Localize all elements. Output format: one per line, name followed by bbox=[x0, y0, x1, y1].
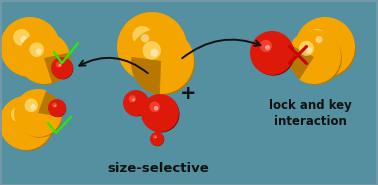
Circle shape bbox=[265, 45, 270, 50]
Circle shape bbox=[299, 41, 314, 56]
Circle shape bbox=[308, 29, 325, 46]
Circle shape bbox=[48, 99, 66, 117]
Circle shape bbox=[131, 31, 195, 95]
Circle shape bbox=[305, 47, 312, 53]
Circle shape bbox=[20, 36, 28, 43]
Text: +: + bbox=[180, 83, 196, 102]
Circle shape bbox=[25, 99, 38, 112]
Circle shape bbox=[298, 20, 356, 78]
Circle shape bbox=[52, 58, 73, 79]
Wedge shape bbox=[18, 32, 70, 84]
Circle shape bbox=[17, 113, 24, 120]
Circle shape bbox=[124, 91, 149, 116]
Wedge shape bbox=[14, 89, 62, 137]
Circle shape bbox=[3, 20, 61, 78]
Circle shape bbox=[250, 31, 294, 75]
Circle shape bbox=[143, 96, 180, 133]
Circle shape bbox=[52, 103, 57, 108]
Circle shape bbox=[16, 91, 63, 138]
Circle shape bbox=[290, 32, 342, 85]
Text: lock and key
interaction: lock and key interaction bbox=[269, 98, 352, 127]
Circle shape bbox=[0, 96, 53, 150]
Circle shape bbox=[36, 48, 42, 55]
Circle shape bbox=[30, 104, 36, 110]
Circle shape bbox=[120, 15, 188, 83]
Circle shape bbox=[155, 136, 156, 138]
Circle shape bbox=[20, 34, 71, 85]
Circle shape bbox=[132, 98, 135, 101]
Circle shape bbox=[117, 12, 187, 82]
Circle shape bbox=[295, 17, 355, 77]
Text: size-selective: size-selective bbox=[107, 162, 209, 174]
Wedge shape bbox=[290, 30, 341, 84]
Circle shape bbox=[29, 42, 44, 57]
Circle shape bbox=[2, 98, 54, 151]
Circle shape bbox=[141, 94, 179, 132]
Circle shape bbox=[154, 106, 158, 110]
Circle shape bbox=[153, 135, 157, 139]
Circle shape bbox=[132, 26, 152, 46]
Circle shape bbox=[150, 133, 164, 146]
Circle shape bbox=[0, 17, 60, 77]
Circle shape bbox=[150, 132, 164, 146]
Circle shape bbox=[49, 100, 66, 117]
Circle shape bbox=[54, 105, 56, 107]
Circle shape bbox=[149, 102, 160, 112]
Circle shape bbox=[56, 61, 62, 68]
Circle shape bbox=[11, 107, 26, 122]
Circle shape bbox=[252, 33, 295, 76]
Circle shape bbox=[315, 36, 322, 43]
Circle shape bbox=[51, 57, 73, 79]
Circle shape bbox=[141, 34, 149, 42]
Circle shape bbox=[123, 90, 149, 116]
Circle shape bbox=[59, 64, 61, 67]
Circle shape bbox=[260, 40, 272, 52]
Circle shape bbox=[143, 41, 161, 60]
Circle shape bbox=[129, 95, 136, 102]
Circle shape bbox=[13, 29, 30, 46]
Circle shape bbox=[150, 49, 158, 57]
Wedge shape bbox=[128, 28, 194, 94]
